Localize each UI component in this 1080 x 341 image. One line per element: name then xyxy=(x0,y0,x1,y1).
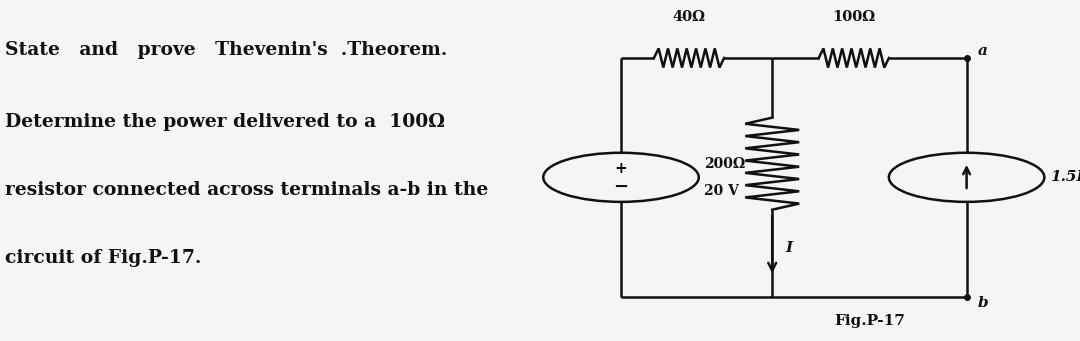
Text: b: b xyxy=(977,296,988,311)
Text: I: I xyxy=(785,241,793,255)
Text: State   and   prove   Thevenin's  .Theorem.: State and prove Thevenin's .Theorem. xyxy=(5,41,447,59)
Text: 40Ω: 40Ω xyxy=(673,10,705,24)
Text: 20 V: 20 V xyxy=(704,184,739,198)
Text: Fig.P-17: Fig.P-17 xyxy=(834,314,905,328)
Text: 100Ω: 100Ω xyxy=(833,10,876,24)
Text: a: a xyxy=(977,44,987,58)
Text: 1.5I: 1.5I xyxy=(1050,170,1080,184)
Text: Determine the power delivered to a  100Ω: Determine the power delivered to a 100Ω xyxy=(5,113,445,131)
Text: circuit of Fig.P-17.: circuit of Fig.P-17. xyxy=(5,249,202,267)
Text: resistor connected across terminals a-b in the: resistor connected across terminals a-b … xyxy=(5,181,488,199)
Text: −: − xyxy=(613,178,629,196)
Text: 200Ω: 200Ω xyxy=(704,157,745,171)
Text: +: + xyxy=(615,161,627,176)
